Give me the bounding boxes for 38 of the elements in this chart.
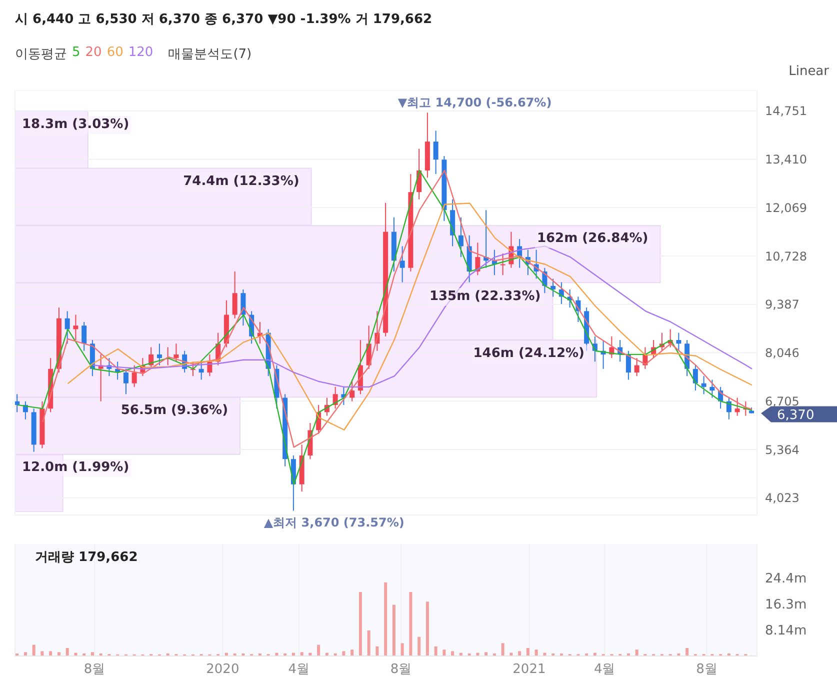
y-tick-label: 10,728	[765, 249, 807, 264]
data-label: 56.5m (9.36%)	[118, 402, 230, 420]
y-tick-label: 24.4m	[765, 572, 807, 587]
y-tick-label: 13,410	[765, 152, 807, 167]
x-tick-label: 8월	[390, 662, 412, 678]
x-tick-label: 8월	[84, 662, 106, 678]
data-label: 12.0m (1.99%)	[20, 459, 132, 478]
x-tick-label: 2021	[512, 662, 546, 678]
y-tick-label: 6,705	[765, 394, 800, 408]
text: 20	[85, 45, 102, 62]
text: 120	[128, 45, 154, 62]
y-tick-label: 8,046	[765, 346, 800, 360]
x-tick-label: 2020	[206, 662, 240, 678]
y-tick-label: 16.3m	[765, 597, 807, 612]
data-label: 74.4m (12.33%)	[181, 173, 302, 192]
chart-title: 시 6,440 고 6,530 저 6,370 종 6,370 ▼90 -1.39% 거 179,662	[15, 11, 432, 28]
data-label: 135m (22.33%)	[427, 288, 543, 306]
text: Linear	[788, 64, 829, 79]
annotation: ▲최저 3,670 (73.57%)	[264, 516, 404, 530]
text: 거래량 179,662	[35, 549, 138, 566]
y-tick-label: 9,387	[765, 298, 800, 312]
legend-title: 이동평균	[15, 46, 67, 63]
y-tick-label: 12,069	[765, 200, 807, 215]
text: 60	[106, 45, 124, 62]
text: 5	[72, 45, 80, 62]
data-label: 162m (26.84%)	[534, 230, 650, 248]
data-label: 146m (24.12%)	[471, 344, 586, 363]
x-tick-label: 4월	[594, 662, 616, 678]
y-tick-label: 5,364	[765, 442, 800, 457]
y-tick-label: 14,751	[765, 104, 807, 118]
data-label: 18.3m (3.03%)	[20, 116, 132, 134]
y-tick-label: 4,023	[765, 491, 800, 506]
annotation: ▼최고 14,700 (-56.67%)	[398, 96, 552, 110]
x-tick-label: 8월	[696, 662, 718, 678]
annotation: 6,370	[777, 408, 814, 423]
x-tick-label: 4월	[288, 662, 310, 678]
y-tick-label: 8.14m	[765, 624, 807, 639]
text: 매물분석도(7)	[168, 46, 252, 63]
